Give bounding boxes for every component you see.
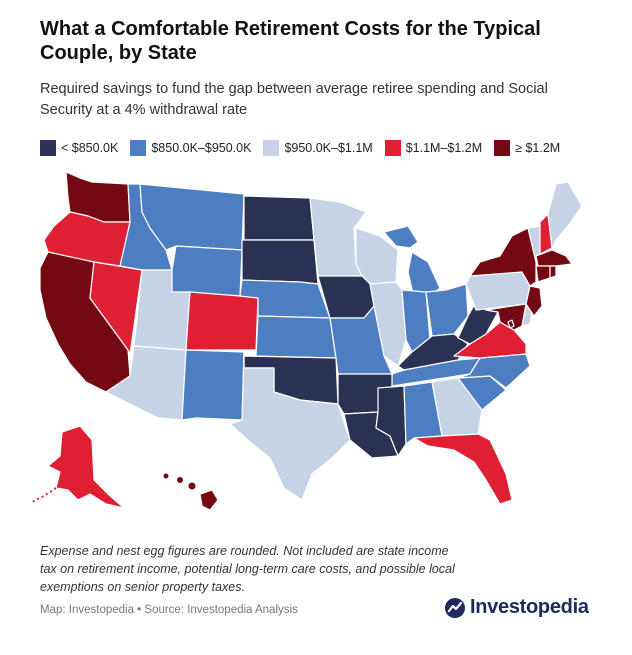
legend-label-4: $1.1M–$1.2M <box>405 141 483 155</box>
state-hawaii[interactable] <box>199 489 219 511</box>
hawaii-island-oahu <box>177 477 183 483</box>
state-texas[interactable] <box>229 351 351 501</box>
state-michigan[interactable] <box>383 225 419 249</box>
legend-item-3: $950.0K–$1.1M <box>263 140 373 156</box>
state-north-dakota[interactable] <box>243 195 315 241</box>
state-missouri[interactable] <box>329 305 393 375</box>
state-dc[interactable] <box>507 319 515 329</box>
legend-swatch-3 <box>263 140 280 156</box>
state-new-jersey[interactable] <box>525 285 543 317</box>
hawaii-island-kauai <box>163 473 169 479</box>
state-rhode-island[interactable] <box>549 265 557 279</box>
alaska-aleutian-islands <box>31 487 57 503</box>
legend-swatch-1 <box>40 140 56 156</box>
legend-label-5: ≥ $1.2M <box>515 141 561 155</box>
footnote: Expense and nest egg figures are rounded… <box>40 544 455 594</box>
us-choropleth-map <box>31 171 583 511</box>
state-georgia[interactable] <box>431 377 483 437</box>
state-maine[interactable] <box>547 181 583 249</box>
legend-label-2: $850.0K–$950.0K <box>151 141 252 155</box>
legend-swatch-2 <box>130 140 147 156</box>
hawaii-island-maui <box>188 482 196 490</box>
state-florida[interactable] <box>413 433 513 505</box>
legend-item-4: $1.1M–$1.2M <box>384 140 483 156</box>
legend-swatch-4 <box>384 140 401 156</box>
logo-wordmark: Investopedia <box>470 596 589 618</box>
legend: < $850.0K $850.0K–$950.0K $950.0K–$1.1M … <box>40 138 560 158</box>
state-colorado[interactable] <box>185 291 259 351</box>
legend-label-3: $950.0K–$1.1M <box>284 141 373 155</box>
state-new-mexico[interactable] <box>181 349 245 421</box>
investopedia-logo: Investopedia <box>444 596 589 619</box>
state-south-dakota[interactable] <box>241 239 319 285</box>
state-alaska[interactable] <box>47 425 125 509</box>
state-kansas[interactable] <box>255 315 337 359</box>
legend-item-5: ≥ $1.2M <box>494 140 560 156</box>
legend-swatch-5 <box>494 140 511 156</box>
legend-item-1: < $850.0K <box>40 140 118 156</box>
state-ohio[interactable] <box>425 283 469 337</box>
investopedia-logo-icon <box>445 597 465 618</box>
legend-label-1: < $850.0K <box>61 141 119 155</box>
legend-item-2: $850.0K–$950.0K <box>130 140 251 156</box>
map-title: What a Comfortable Retirement Costs for … <box>40 18 541 64</box>
map-subtitle: Required savings to fund the gap between… <box>40 81 548 118</box>
source-line: Map: Investopedia • Source: Investopedia… <box>40 604 298 616</box>
state-connecticut[interactable] <box>535 265 551 283</box>
state-wyoming[interactable] <box>171 245 243 297</box>
